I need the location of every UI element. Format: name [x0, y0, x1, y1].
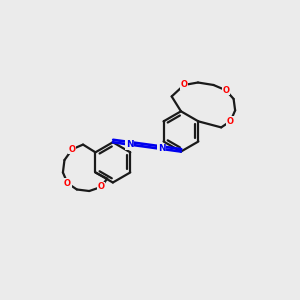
Text: O: O — [69, 145, 76, 154]
Text: O: O — [98, 182, 104, 191]
Text: O: O — [64, 179, 71, 188]
Text: N: N — [158, 144, 166, 153]
Text: O: O — [227, 117, 234, 126]
Text: O: O — [222, 86, 230, 95]
Text: N: N — [126, 140, 134, 149]
Text: O: O — [181, 80, 188, 89]
